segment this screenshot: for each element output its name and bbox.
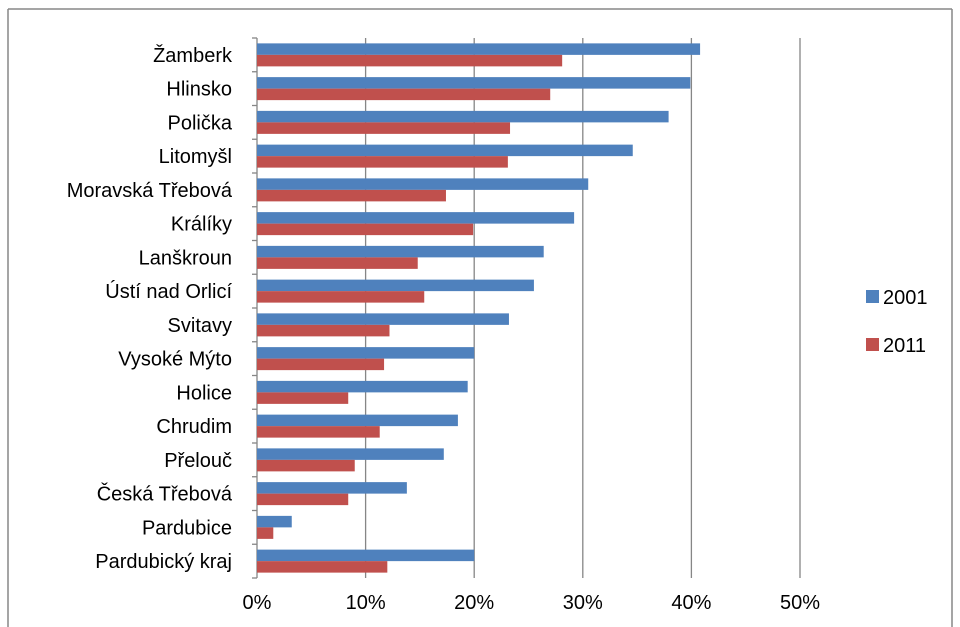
x-tick-label: 40% <box>671 592 711 614</box>
bar-2001 <box>257 279 534 292</box>
category-label: Žamberk <box>153 44 233 67</box>
bar-2001 <box>257 144 633 157</box>
bar-2011 <box>257 459 355 472</box>
bar-2001 <box>257 414 458 427</box>
x-tick-label: 0% <box>243 592 272 614</box>
category-label: Přelouč <box>164 450 232 472</box>
category-label: Hlinsko <box>166 79 232 101</box>
bar-2001 <box>257 77 691 89</box>
category-label: Litomyšl <box>159 146 232 168</box>
x-tick-label: 50% <box>780 592 820 614</box>
category-label: Svitavy <box>168 315 232 337</box>
category-labels: Žamberk Hlinsko Polička Litomyšl Moravská Tř… <box>67 44 233 573</box>
category-label: Polička <box>168 112 233 134</box>
category-label: Pardubice <box>142 517 232 539</box>
bar-2011 <box>257 122 511 134</box>
bar-2011 <box>257 156 508 168</box>
bar-2001 <box>257 110 669 123</box>
bar-2011 <box>257 257 418 269</box>
bar-2011 <box>257 527 274 539</box>
x-tick-label: 20% <box>454 592 494 614</box>
category-label: Lanškroun <box>139 247 232 269</box>
category-label: Moravská Třebová <box>67 180 233 202</box>
bar-2011 <box>257 291 425 303</box>
bar-2011 <box>257 189 446 202</box>
bar-2001 <box>257 347 475 359</box>
legend-label-2011: 2011 <box>883 335 926 357</box>
tick-labels: 0% 10% 20% 30% 40% 50% <box>243 592 821 614</box>
category-label: Holice <box>176 382 232 404</box>
bar-2001 <box>257 178 589 190</box>
bar-2011 <box>257 324 390 337</box>
legend: 2001 2011 <box>866 287 928 357</box>
bar-2011 <box>257 392 349 404</box>
bar-2001 <box>257 549 475 562</box>
bar-2001 <box>257 515 292 528</box>
x-tick-label: 10% <box>346 592 386 614</box>
bar-2001 <box>257 380 468 393</box>
category-label: Česká Třebová <box>97 483 233 506</box>
legend-swatch-2001 <box>866 290 879 303</box>
bar-2001 <box>257 313 509 325</box>
category-label: Králíky <box>171 214 232 236</box>
x-tick-label: 30% <box>563 592 603 614</box>
bar-2001 <box>257 43 701 55</box>
bar-2011 <box>257 88 551 101</box>
bar-2011 <box>257 54 563 67</box>
category-label: Ústí nad Orlicí <box>105 280 232 303</box>
legend-label-2001: 2001 <box>883 287 928 309</box>
legend-swatch-2011 <box>866 338 879 351</box>
bar-2011 <box>257 426 380 438</box>
bar-2011 <box>257 223 474 236</box>
category-label: Vysoké Mýto <box>118 349 232 371</box>
bar-2011 <box>257 561 388 573</box>
bar-2011 <box>257 493 349 506</box>
bar-2001 <box>257 245 544 258</box>
category-axis <box>252 37 258 579</box>
bar-2001 <box>257 448 444 460</box>
category-label: Pardubický kraj <box>95 551 232 573</box>
bar-2011 <box>257 358 385 371</box>
bars <box>257 43 701 573</box>
bar-2001 <box>257 482 407 494</box>
category-label: Chrudim <box>156 416 232 438</box>
bar-2001 <box>257 212 575 224</box>
